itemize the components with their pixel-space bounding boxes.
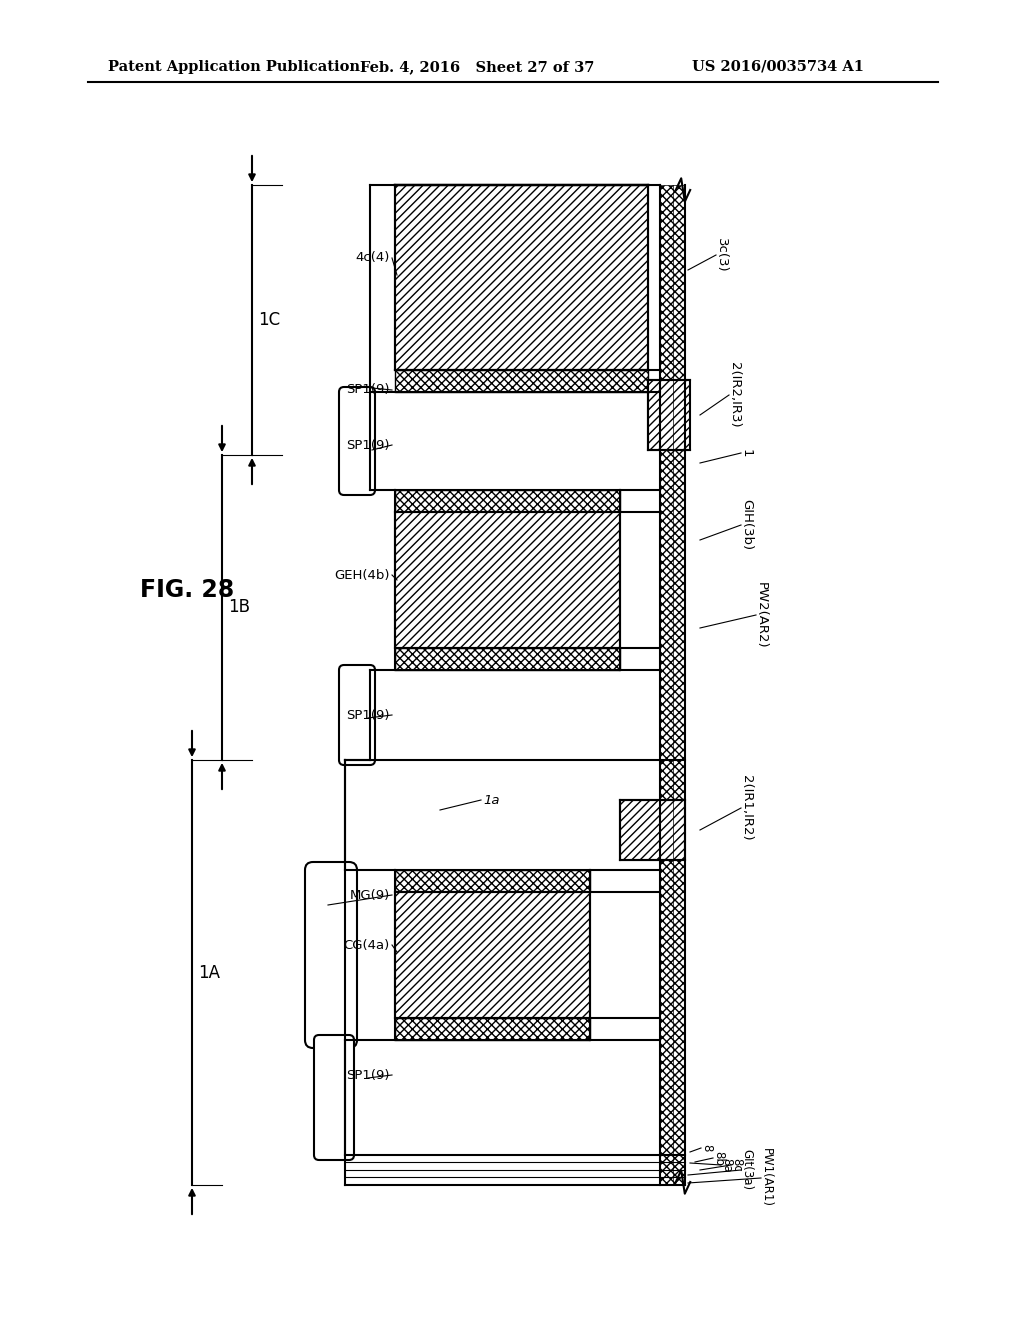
Text: MG(9): MG(9): [350, 888, 390, 902]
FancyBboxPatch shape: [305, 862, 357, 1048]
Text: SP1(9): SP1(9): [346, 384, 390, 396]
Bar: [620, 800, 685, 861]
Text: 8c: 8c: [730, 1158, 743, 1172]
Bar: [395, 185, 648, 370]
Bar: [395, 370, 648, 392]
FancyBboxPatch shape: [314, 1035, 354, 1160]
Text: 1a: 1a: [483, 793, 500, 807]
Text: SP1(9): SP1(9): [346, 438, 390, 451]
Text: US 2016/0035734 A1: US 2016/0035734 A1: [692, 59, 864, 74]
Text: 8a: 8a: [720, 1158, 733, 1172]
Text: GIt(3a): GIt(3a): [740, 1150, 753, 1191]
Bar: [395, 892, 590, 1018]
Text: GIH(3b): GIH(3b): [740, 499, 753, 550]
FancyBboxPatch shape: [339, 665, 375, 766]
Text: 1B: 1B: [228, 598, 250, 616]
Text: 1A: 1A: [198, 964, 220, 982]
Text: SP1(9): SP1(9): [346, 1068, 390, 1081]
Text: 4c(4): 4c(4): [355, 252, 390, 264]
Bar: [660, 185, 685, 1185]
FancyBboxPatch shape: [339, 387, 375, 495]
Bar: [395, 490, 620, 512]
Bar: [395, 1018, 590, 1040]
Text: FIG. 28: FIG. 28: [140, 578, 234, 602]
Text: PW1(AR1): PW1(AR1): [760, 1148, 773, 1208]
Bar: [395, 870, 590, 892]
Text: 2(IR2,IR3): 2(IR2,IR3): [728, 362, 741, 428]
Bar: [395, 512, 620, 648]
Text: Patent Application Publication: Patent Application Publication: [108, 59, 360, 74]
Text: 2(IR1,IR2): 2(IR1,IR2): [740, 775, 753, 841]
Text: SP1(9): SP1(9): [346, 709, 390, 722]
Bar: [395, 648, 620, 671]
Text: 1C: 1C: [258, 312, 281, 329]
Bar: [648, 380, 690, 450]
Text: 3c(3): 3c(3): [715, 238, 728, 272]
Text: 8b: 8b: [712, 1151, 725, 1166]
Text: GEH(4b): GEH(4b): [335, 569, 390, 582]
Text: 1: 1: [740, 449, 753, 457]
Text: 8: 8: [700, 1144, 713, 1151]
Text: Feb. 4, 2016   Sheet 27 of 37: Feb. 4, 2016 Sheet 27 of 37: [360, 59, 594, 74]
Text: PW2(AR2): PW2(AR2): [755, 582, 768, 648]
Text: CG(4a): CG(4a): [344, 939, 390, 952]
